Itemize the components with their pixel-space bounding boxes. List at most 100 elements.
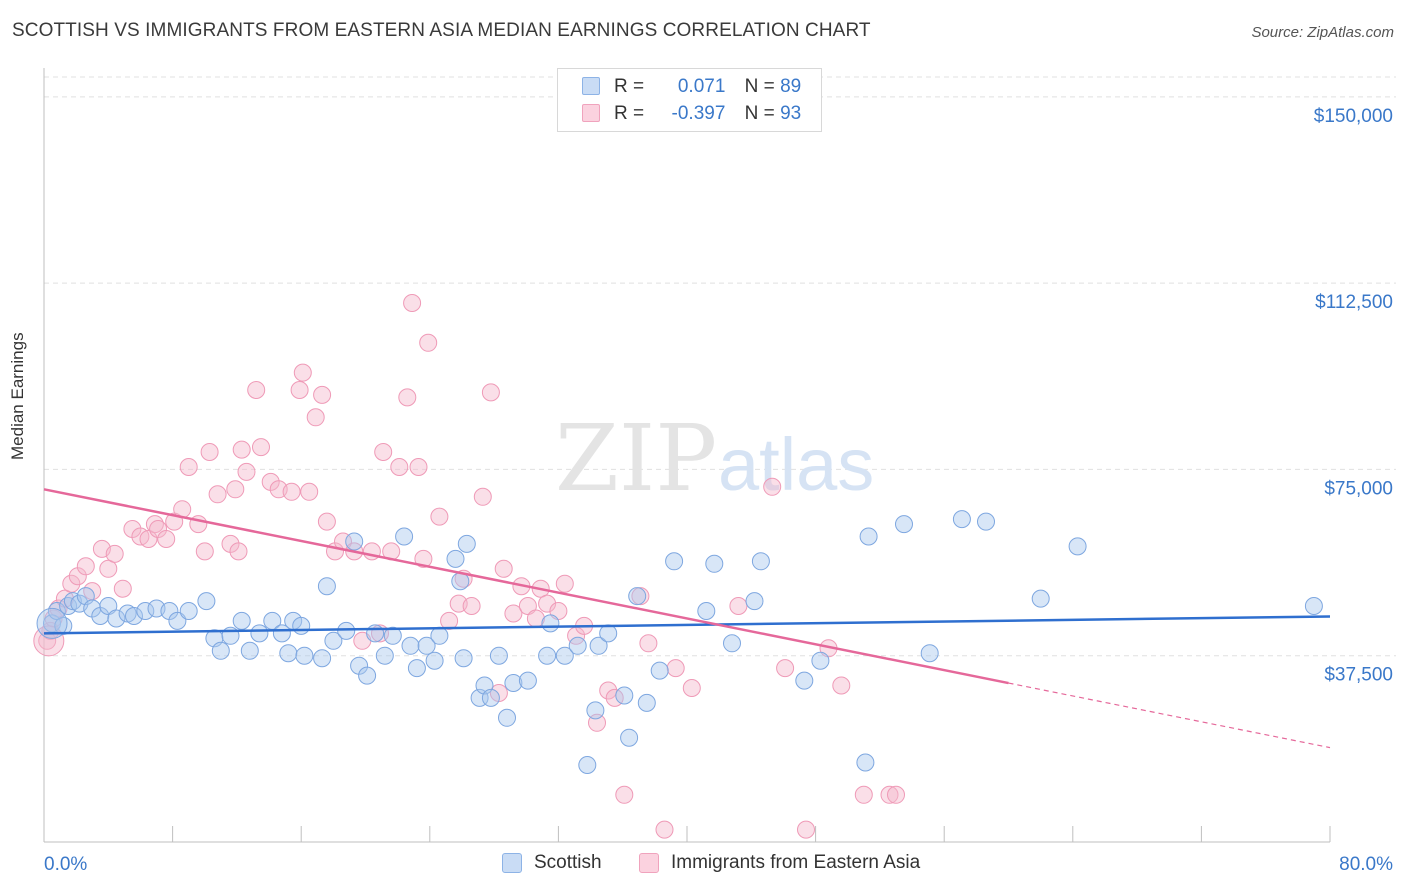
point-scottish: [59, 597, 78, 615]
point-immigrants: [403, 294, 422, 312]
point-immigrants: [195, 542, 214, 561]
y-tick-label: $150,000: [1314, 106, 1393, 127]
point-immigrants: [105, 544, 124, 563]
point-immigrants: [139, 530, 158, 548]
point-scottish: [599, 624, 618, 643]
point-scottish: [859, 527, 878, 546]
legend-r-label: R =: [614, 103, 645, 124]
point-immigrants: [763, 477, 782, 496]
point-scottish: [407, 659, 426, 678]
point-immigrants: [179, 458, 198, 476]
point-immigrants: [317, 512, 336, 531]
point-scottish: [498, 708, 516, 727]
point-immigrants: [473, 487, 492, 506]
point-scottish: [197, 592, 216, 611]
point-immigrants: [247, 381, 266, 399]
point-immigrants: [226, 480, 245, 499]
point-scottish: [454, 649, 473, 668]
point-scottish: [628, 587, 647, 606]
legend-r-value: -0.397: [671, 103, 726, 124]
point-scottish: [240, 641, 259, 660]
point-immigrants: [639, 634, 658, 653]
tick-labels: $37,500 $75,000 $112,500 $150,000 0.0% 80.0%: [44, 106, 1393, 875]
point-scottish: [366, 624, 385, 643]
legend-swatch-scottish: [502, 853, 522, 873]
point-immigrants: [62, 574, 81, 593]
series-immigrants-eastern-asia: [33, 294, 905, 839]
point-scottish: [538, 646, 557, 665]
point-immigrants: [145, 515, 164, 534]
point-scottish: [395, 527, 414, 546]
legend-label-scottish: Scottish: [534, 852, 602, 873]
point-immigrants: [113, 579, 132, 598]
point-scottish: [856, 753, 875, 772]
point-scottish: [36, 607, 68, 639]
point-immigrants: [887, 785, 905, 804]
chart-title: SCOTTISH VS IMMIGRANTS FROM EASTERN ASIA…: [12, 20, 871, 41]
point-scottish: [430, 626, 449, 645]
point-scottish: [586, 701, 605, 720]
point-immigrants: [615, 785, 634, 804]
point-scottish: [313, 649, 332, 668]
point-scottish: [317, 577, 336, 596]
point-immigrants: [854, 785, 873, 804]
point-immigrants: [504, 604, 523, 623]
point-scottish: [541, 614, 560, 633]
point-scottish: [179, 602, 198, 620]
point-scottish: [279, 644, 298, 663]
legend-r-value: 0.071: [677, 76, 726, 97]
watermark-atlas: atlas: [718, 423, 874, 506]
point-scottish: [1031, 589, 1050, 608]
legend-r-label: R =: [614, 76, 645, 97]
legend-n-label: N =: [744, 76, 775, 97]
legend-n-label: N =: [744, 103, 775, 124]
legend-n-value: 89: [780, 76, 802, 97]
point-immigrants: [208, 485, 227, 504]
point-scottish: [1068, 537, 1087, 556]
point-scottish: [578, 756, 597, 774]
point-immigrants: [419, 333, 438, 352]
series-scottish: [36, 510, 1323, 774]
point-immigrants: [99, 559, 118, 578]
point-scottish: [383, 626, 402, 645]
point-scottish: [615, 686, 634, 705]
legend-label-immigrants: Immigrants from Eastern Asia: [671, 852, 921, 873]
point-immigrants: [300, 482, 319, 501]
point-scottish: [637, 693, 656, 712]
point-scottish: [665, 552, 684, 571]
point-scottish: [232, 611, 251, 630]
point-immigrants: [682, 679, 701, 697]
point-scottish: [751, 552, 770, 571]
point-immigrants: [880, 785, 899, 804]
point-immigrants: [313, 385, 332, 404]
point-immigrants: [430, 507, 449, 526]
point-immigrants: [390, 458, 409, 476]
point-immigrants: [776, 659, 795, 678]
point-scottish: [417, 636, 436, 655]
point-scottish: [952, 510, 971, 529]
point-scottish: [295, 646, 314, 665]
point-immigrants: [409, 458, 428, 476]
point-immigrants: [398, 388, 417, 407]
y-tick-label: $75,000: [1324, 478, 1393, 499]
point-immigrants: [232, 440, 251, 459]
legend-n-value: 93: [780, 103, 802, 124]
point-immigrants: [293, 363, 312, 382]
correlation-legend: R = 0.071 N = 89 R = -0.397 N = 93: [557, 68, 822, 132]
point-scottish: [1304, 597, 1323, 615]
point-immigrants: [832, 676, 851, 695]
point-scottish: [895, 515, 913, 534]
point-scottish: [401, 636, 420, 655]
point-immigrants: [282, 482, 301, 501]
point-scottish: [425, 651, 444, 670]
point-scottish: [504, 674, 523, 692]
point-immigrants: [666, 659, 685, 678]
point-immigrants: [229, 542, 248, 561]
trend-line-scottish: [43, 615, 1331, 635]
x-tick-label: 80.0%: [1339, 854, 1393, 875]
point-immigrants: [555, 574, 574, 593]
point-immigrants: [462, 597, 481, 615]
point-immigrants: [200, 443, 219, 461]
point-scottish: [620, 728, 639, 747]
point-scottish: [457, 534, 476, 553]
